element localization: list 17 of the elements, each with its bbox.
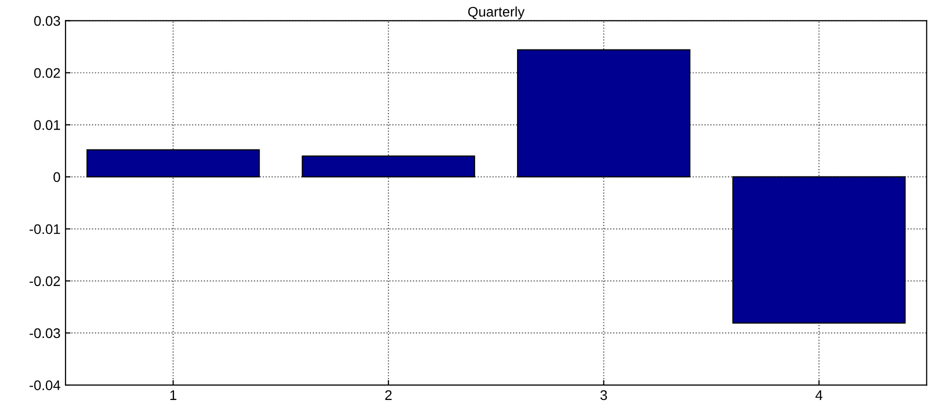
bar [302,155,476,178]
y-tick-label: -0.02 [30,276,60,286]
y-tick-label: 0.02 [34,68,60,78]
bar [732,176,906,324]
x-tick-label: 3 [600,390,607,400]
y-tick-label: -0.01 [30,224,60,234]
x-tick-label: 4 [815,390,822,400]
y-tick-label: 0.03 [34,16,60,26]
y-tick-label: -0.04 [30,380,60,390]
x-tick-label: 2 [385,390,392,400]
bar [86,149,260,178]
bar [517,49,690,178]
y-tick-label: 0 [53,172,60,182]
chart-title: Quarterly [468,6,525,20]
x-tick-label: 1 [170,390,176,400]
y-tick-label: -0.03 [30,328,60,338]
y-tick-label: 0.01 [34,120,60,130]
